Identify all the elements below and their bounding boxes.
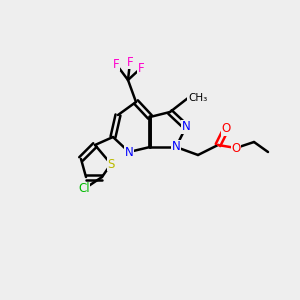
Text: F: F (127, 56, 133, 68)
Text: F: F (138, 61, 144, 74)
Text: N: N (182, 121, 190, 134)
Text: S: S (107, 158, 115, 170)
Text: Cl: Cl (78, 182, 90, 196)
Text: N: N (124, 146, 134, 158)
Text: CH₃: CH₃ (188, 93, 207, 103)
Text: O: O (231, 142, 241, 154)
Text: F: F (113, 58, 119, 70)
Text: O: O (221, 122, 231, 136)
Text: N: N (172, 140, 180, 154)
